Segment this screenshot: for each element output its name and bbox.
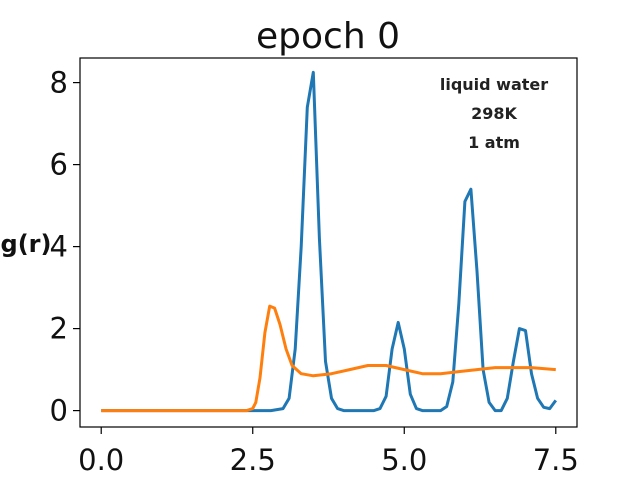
chart-title: epoch 0 — [256, 16, 400, 57]
series-line-1 — [101, 70, 558, 413]
y-axis-label: g(r) — [1, 230, 52, 258]
y-axis: 0 2 4 6 8 — [50, 66, 80, 428]
series-line-2 — [101, 304, 556, 413]
y-tick-label: 4 — [50, 230, 68, 264]
y-tick-label: 0 — [50, 394, 68, 428]
y-tick-label: 6 — [50, 148, 68, 182]
x-tick-label: 5.0 — [381, 443, 427, 477]
plot-frame — [79, 57, 578, 428]
y-tick-label: 8 — [50, 66, 68, 100]
x-tick-label: 7.5 — [533, 443, 579, 477]
annotation-line: 1 atm — [468, 133, 520, 152]
annotation-line: liquid water — [440, 75, 548, 94]
series-layer — [101, 70, 558, 413]
annotation: liquid water 298K 1 atm — [440, 75, 548, 152]
x-axis: 0.0 2.5 5.0 7.5 — [78, 427, 579, 477]
annotation-line: 298K — [471, 104, 517, 123]
y-tick-label: 2 — [50, 312, 68, 346]
x-tick-label: 2.5 — [230, 443, 276, 477]
x-tick-label: 0.0 — [78, 443, 124, 477]
